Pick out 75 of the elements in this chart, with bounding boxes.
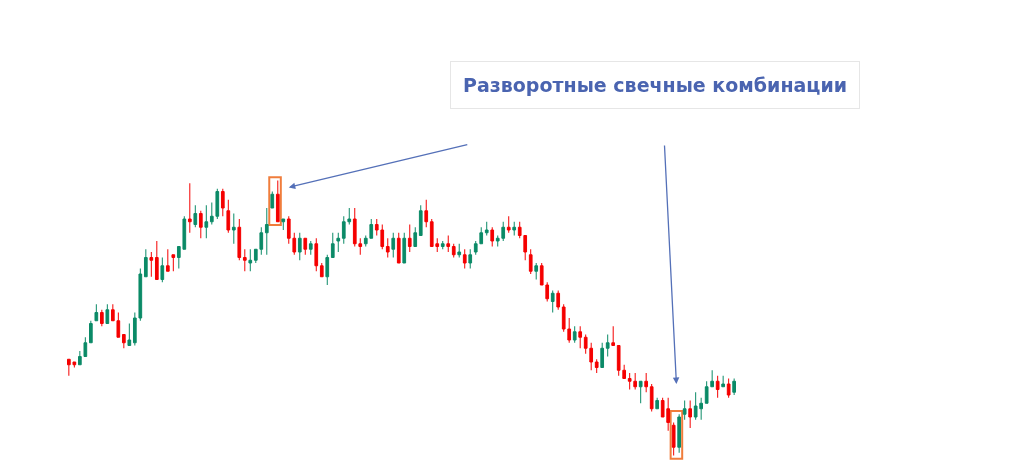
candlestick [297,232,302,261]
candlestick [644,372,649,393]
candlestick [226,199,231,234]
candlestick [462,248,467,269]
candlestick [204,204,209,239]
candlestick [407,224,412,253]
candlestick [121,334,126,349]
candlestick [264,207,269,256]
candlestick [325,254,330,286]
candlestick [231,213,236,245]
candlestick [677,413,682,454]
candlestick [468,248,473,269]
candlestick [440,240,445,250]
candlestick [402,232,407,264]
candlestick [512,221,517,236]
candlestick [165,248,170,272]
candlestick [319,262,324,278]
candlestick [330,232,335,258]
candlestick [105,303,110,324]
candlestick [726,378,731,399]
candlestick [506,215,511,234]
candlestick [308,240,313,256]
candlestick [732,378,736,396]
candlestick [682,400,687,421]
candlestick [99,309,104,327]
candlestick [281,218,286,231]
candlestick [418,204,423,236]
candlestick [572,325,577,344]
text: Разворотные свечные комбинации [463,74,848,96]
candlestick [270,191,275,209]
candlestick [89,320,93,344]
candlestick [275,180,280,223]
candlestick [451,243,456,258]
candlestick [314,237,319,272]
candlestick [655,397,660,410]
candlestick [242,248,247,272]
candlestick [220,188,225,217]
candlestick [528,248,533,275]
candlestick [490,226,495,247]
candlestick [154,240,159,280]
candlestick [396,232,401,264]
candlestick [171,254,176,272]
candlestick [534,262,539,280]
candlestick [336,232,341,253]
candlestick [688,400,693,429]
candlestick [550,290,555,313]
candlestick [193,204,198,228]
candlestick [149,251,154,278]
candlestick [611,325,616,346]
candlestick [143,248,148,278]
candlestick [424,199,429,228]
candlestick [385,237,390,258]
candlestick [484,221,489,236]
candlestick [94,303,99,322]
candlestick [160,257,165,283]
candlestick [556,290,561,311]
candlestick [237,218,242,261]
candlestick [248,248,253,272]
candlestick [671,422,676,456]
candlestick [303,237,308,256]
candlestick [127,323,132,346]
candlestick [715,375,720,399]
candlestick [457,243,462,258]
candlestick [594,358,599,374]
candlestick [391,232,396,258]
candlestick [187,182,192,234]
candlestick [605,334,610,357]
candlestick [578,325,583,349]
candlestick [446,235,451,253]
candlestick [413,226,418,247]
candlestick [638,380,643,404]
candlestick [198,210,203,239]
candlestick [600,342,605,368]
candlestick [721,375,725,388]
candlestick [649,383,654,412]
